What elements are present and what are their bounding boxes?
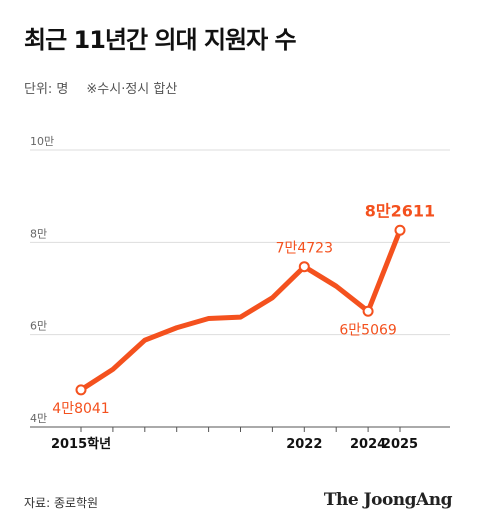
x-tick-label: 2022	[286, 437, 322, 452]
grid-lines: 4만 6만 8만 10만	[30, 135, 450, 428]
data-point	[75, 384, 87, 396]
data-label: 8만2611	[365, 201, 435, 220]
y-tick-label: 6만	[30, 320, 47, 333]
x-tick-label: 2015학년	[51, 436, 111, 452]
source-label: 자료: 종로학원	[24, 496, 99, 510]
x-tick-label: 2025	[382, 437, 418, 452]
note-label: ※수시·정시 합산	[86, 82, 178, 97]
data-point	[298, 261, 310, 273]
y-tick-label: 10만	[30, 135, 54, 148]
chart-subtitle: 단위: 명 ※수시·정시 합산	[24, 78, 177, 97]
data-points	[75, 224, 406, 396]
data-point	[362, 305, 374, 317]
data-point	[394, 224, 406, 236]
brand-logo: The JoongAng	[323, 490, 453, 510]
data-label: 7만4723	[276, 241, 333, 257]
series-path	[78, 227, 403, 393]
data-labels: 4만8041 7만4723 6만5069 8만2611	[52, 201, 435, 417]
data-label: 6만5069	[339, 322, 396, 338]
data-label: 4만8041	[52, 401, 109, 417]
series-line	[78, 227, 403, 393]
unit-label: 단위: 명	[24, 82, 69, 97]
y-tick-label: 4만	[30, 412, 47, 425]
y-tick-label: 8만	[30, 227, 47, 240]
x-tick-label: 2024	[350, 437, 386, 452]
chart-title: 최근 11년간 의대 지원자 수	[24, 26, 297, 54]
